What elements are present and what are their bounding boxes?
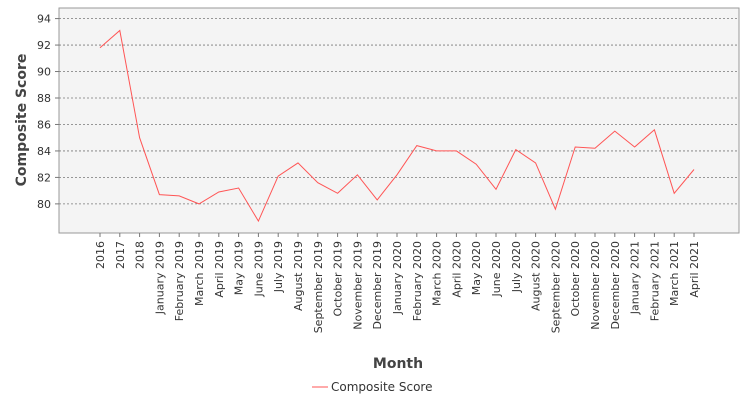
x-tick-label: June 2019 — [252, 241, 265, 297]
series-line — [99, 29, 695, 223]
x-tick-label: April 2019 — [213, 241, 226, 298]
x-tick-label: December 2020 — [609, 241, 622, 330]
x-tick-label: March 2021 — [668, 241, 681, 306]
x-tick-label: March 2019 — [193, 241, 206, 306]
x-tick-label: June 2020 — [490, 241, 503, 297]
grid-lines — [59, 18, 739, 205]
x-tick-label: January 2021 — [629, 241, 642, 315]
x-tick-label: May 2019 — [233, 241, 246, 295]
x-tick-label: April 2021 — [688, 241, 701, 298]
x-tick-label: February 2019 — [173, 241, 186, 321]
x-tick-label: May 2020 — [470, 241, 483, 295]
y-tick-label: 84 — [37, 145, 51, 158]
x-tick-label: August 2020 — [530, 241, 543, 311]
legend-label: Composite Score — [331, 380, 432, 394]
x-axis: 2016 2017 2018 January 2019 February 2019 Mar… — [94, 233, 701, 333]
x-tick-label: October 2020 — [569, 241, 582, 317]
y-axis-title: Composite Score — [14, 54, 30, 187]
x-tick-label: November 2019 — [351, 241, 364, 330]
x-tick-label: February 2020 — [411, 241, 424, 321]
y-tick-label: 80 — [37, 198, 51, 211]
x-tick-label: 2018 — [134, 241, 147, 269]
x-axis-title: Month — [373, 356, 423, 372]
plot-area — [58, 7, 740, 234]
y-tick-label: 94 — [37, 13, 51, 26]
x-tick-label: January 2019 — [153, 241, 166, 315]
x-tick-label: October 2019 — [332, 241, 345, 317]
x-tick-label: November 2020 — [589, 241, 602, 330]
x-tick-label: April 2020 — [450, 241, 463, 298]
y-tick-label: 86 — [37, 118, 51, 131]
y-tick-label: 92 — [37, 39, 51, 52]
y-tick-label: 82 — [37, 171, 51, 184]
x-tick-label: July 2019 — [272, 241, 285, 293]
x-tick-label: September 2019 — [312, 241, 325, 333]
x-tick-label: 2016 — [94, 241, 107, 269]
x-tick-label: 2017 — [114, 241, 127, 269]
y-axis: 80 82 84 86 88 90 92 94 — [37, 13, 59, 211]
x-tick-label: August 2019 — [292, 241, 305, 311]
series-group — [99, 29, 695, 223]
legend: Composite Score — [312, 380, 432, 394]
x-tick-label: December 2019 — [371, 241, 384, 330]
x-tick-label: July 2020 — [510, 241, 523, 293]
y-tick-label: 88 — [37, 92, 51, 105]
x-tick-label: March 2020 — [431, 241, 444, 306]
x-tick-label: September 2020 — [549, 241, 562, 333]
x-tick-label: January 2020 — [391, 241, 404, 315]
y-tick-label: 90 — [37, 66, 51, 79]
x-tick-label: February 2021 — [648, 241, 661, 321]
